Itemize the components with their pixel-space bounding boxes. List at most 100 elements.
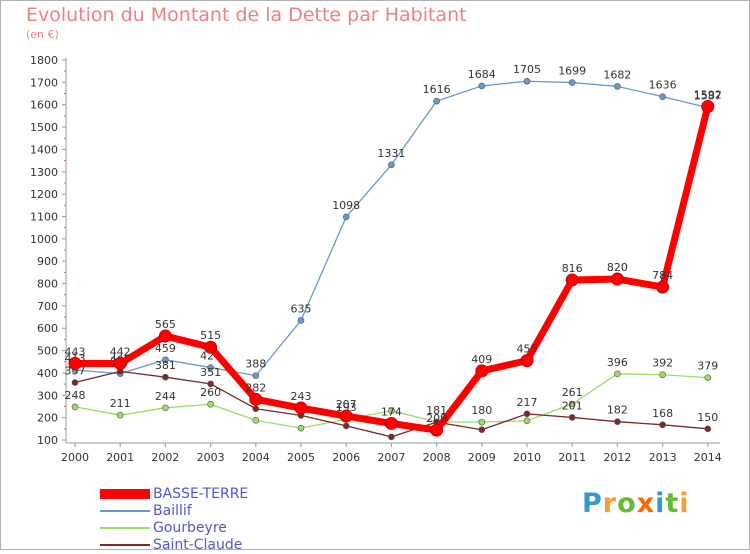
data-point-saint-claude [659, 421, 666, 429]
data-label-baillif: 1699 [558, 65, 586, 78]
data-point-baillif [207, 364, 214, 371]
data-point-baillif [342, 213, 350, 221]
y-tick-label: 1800 [30, 54, 58, 67]
data-point-baillif [162, 356, 169, 364]
legend-swatch [100, 489, 150, 499]
x-tick-label: 2004 [242, 451, 270, 464]
data-point-baillif [523, 77, 531, 85]
data-label-baillif: 1636 [649, 79, 677, 92]
data-point-gourbeyre [71, 403, 79, 411]
proxiti-logo: Proxiti [582, 488, 690, 519]
x-tick-label: 2006 [332, 451, 360, 464]
data-label-baillif: 635 [291, 302, 312, 315]
data-point-basse-terre [204, 340, 218, 354]
data-label-saint-claude: 381 [155, 359, 176, 372]
data-label-baillif: 1587 [694, 90, 722, 103]
y-tick-label: 600 [37, 322, 58, 335]
data-point-saint-claude [478, 426, 486, 434]
data-point-basse-terre [475, 364, 489, 378]
x-tick-label: 2013 [649, 451, 677, 464]
x-tick-label: 2014 [694, 451, 722, 464]
data-point-saint-claude [342, 422, 350, 430]
logo-letter: i [655, 488, 666, 519]
x-tick-label: 2011 [558, 451, 586, 464]
data-label-basse-terre: 282 [245, 381, 266, 394]
data-label-baillif: 1684 [468, 68, 496, 81]
chart-title: Evolution du Montant de la Dette par Hab… [26, 4, 467, 26]
data-label-baillif: 1705 [513, 63, 541, 76]
data-point-basse-terre [610, 272, 624, 286]
data-point-basse-terre [701, 99, 715, 113]
y-tick-label: 1200 [30, 188, 58, 201]
data-point-saint-claude [71, 379, 79, 386]
data-point-basse-terre [158, 329, 172, 343]
x-tick-label: 2012 [603, 451, 631, 464]
data-point-gourbeyre [478, 418, 486, 426]
data-point-gourbeyre [388, 407, 395, 415]
data-label-gourbeyre: 392 [652, 357, 673, 370]
data-label-basse-terre: 515 [200, 329, 221, 342]
data-label-basse-terre: 784 [652, 269, 673, 282]
data-label-gourbeyre: 260 [200, 386, 221, 399]
x-tick-label: 2001 [106, 451, 134, 464]
y-tick-label: 100 [37, 434, 58, 447]
y-tick-label: 900 [37, 255, 58, 268]
data-point-gourbeyre [568, 400, 576, 408]
data-point-saint-claude [388, 433, 395, 441]
data-label-basse-terre: 1592 [694, 88, 722, 101]
data-label-basse-terre: 209 [426, 412, 447, 425]
data-point-baillif [252, 372, 260, 379]
data-point-baillif [478, 82, 486, 90]
data-point-gourbeyre [523, 417, 531, 425]
legend-label: BASSE-TERRE [153, 486, 249, 502]
y-tick-label: 400 [37, 367, 58, 380]
data-point-saint-claude [704, 425, 712, 433]
data-point-gourbeyre [659, 371, 666, 379]
data-point-saint-claude [207, 380, 214, 388]
data-point-baillif [433, 97, 440, 105]
data-label-baillif: 1098 [332, 199, 360, 212]
legend-label: Baillif [153, 503, 192, 519]
y-tick-label: 1000 [30, 233, 58, 246]
data-point-gourbeyre [614, 370, 621, 378]
data-label-baillif: 1682 [603, 68, 631, 81]
y-tick-label: 1400 [30, 143, 58, 156]
x-tick-label: 2010 [513, 451, 541, 464]
legend-swatch [100, 544, 150, 546]
data-point-basse-terre [520, 354, 534, 368]
data-point-basse-terre [656, 280, 670, 294]
logo-letter: t [665, 488, 680, 519]
data-point-baillif [297, 317, 305, 324]
logo-letter: P [582, 488, 603, 519]
x-tick-label: 2000 [61, 451, 89, 464]
legend-label: Saint-Claude [153, 537, 243, 553]
x-tick-label: 2002 [151, 451, 179, 464]
data-label-basse-terre: 174 [381, 405, 402, 418]
chart-subtitle: (en €) [26, 28, 59, 41]
x-tick-label: 2007 [377, 451, 405, 464]
data-point-basse-terre [294, 401, 308, 415]
data-label-basse-terre: 243 [291, 390, 312, 403]
data-point-baillif [388, 161, 395, 169]
legend-swatch [100, 527, 150, 529]
x-tick-label: 2003 [197, 451, 225, 464]
legend-label: Gourbeyre [153, 520, 227, 536]
data-label-basse-terre: 455 [517, 343, 538, 356]
legend-swatch [100, 510, 150, 512]
data-point-basse-terre [68, 356, 82, 370]
logo-letter: i [679, 488, 690, 519]
data-point-gourbeyre [252, 417, 260, 424]
data-label-saint-claude: 351 [200, 366, 221, 379]
data-point-gourbeyre [704, 374, 712, 381]
data-label-saint-claude: 217 [517, 396, 538, 409]
data-point-gourbeyre [116, 411, 124, 419]
data-point-saint-claude [252, 405, 260, 413]
x-tick-label: 2005 [287, 451, 315, 464]
data-label-basse-terre: 442 [110, 346, 131, 359]
y-tick-label: 200 [37, 412, 58, 425]
data-point-saint-claude [568, 414, 576, 421]
x-tick-label: 2009 [468, 451, 496, 464]
data-label-basse-terre: 816 [562, 262, 583, 275]
data-label-baillif: 1331 [377, 147, 405, 160]
data-point-gourbeyre [297, 424, 305, 432]
